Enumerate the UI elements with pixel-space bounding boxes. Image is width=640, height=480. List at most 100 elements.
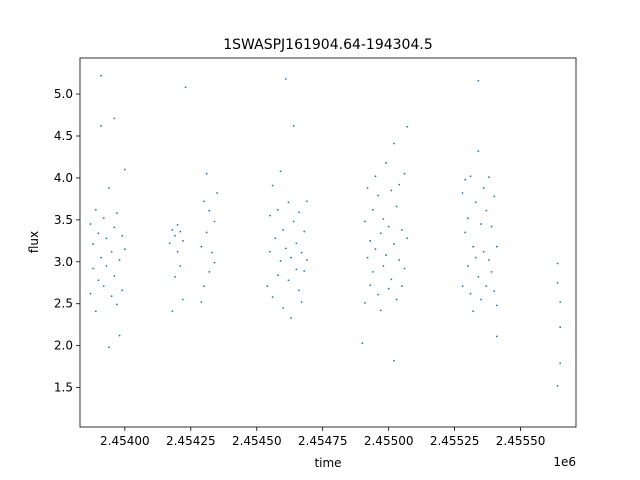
data-point bbox=[102, 217, 105, 220]
data-point bbox=[366, 187, 369, 189]
chart-title: 1SWASPJ161904.64-194304.5 bbox=[223, 37, 432, 53]
data-point bbox=[490, 225, 493, 228]
data-point bbox=[559, 362, 562, 365]
data-point bbox=[171, 310, 174, 313]
data-point bbox=[94, 208, 97, 211]
data-point bbox=[472, 310, 475, 313]
data-point bbox=[369, 284, 372, 287]
data-point bbox=[271, 184, 274, 187]
data-point bbox=[371, 208, 374, 211]
y-tick-label: 2.5 bbox=[54, 297, 73, 311]
data-point bbox=[385, 161, 387, 164]
data-point bbox=[292, 220, 295, 223]
data-point bbox=[556, 262, 559, 265]
data-point bbox=[495, 304, 498, 307]
data-point bbox=[216, 192, 219, 194]
plot-frame bbox=[79, 57, 577, 428]
data-point bbox=[298, 289, 300, 292]
scatter-points bbox=[89, 74, 562, 387]
data-point bbox=[493, 290, 496, 293]
data-point bbox=[174, 234, 176, 237]
data-point bbox=[213, 261, 216, 264]
data-point bbox=[303, 230, 306, 233]
data-point bbox=[379, 232, 382, 235]
data-point bbox=[284, 247, 287, 250]
data-point bbox=[387, 225, 390, 228]
data-point bbox=[485, 285, 488, 288]
data-point bbox=[379, 309, 382, 312]
data-point bbox=[92, 267, 95, 270]
data-point bbox=[393, 243, 395, 246]
data-point bbox=[559, 326, 562, 329]
x-axis: 2.45400 2.45425 2.45450 2.45475 2.45500 2.455… bbox=[100, 427, 545, 448]
data-point bbox=[266, 285, 269, 288]
data-point bbox=[102, 285, 105, 288]
data-point bbox=[89, 292, 92, 295]
x-tick-label: 2.45475 bbox=[298, 434, 348, 448]
data-point bbox=[279, 260, 282, 262]
data-point bbox=[168, 242, 171, 245]
data-point bbox=[374, 175, 377, 178]
data-point bbox=[282, 229, 285, 231]
y-tick-label: 4.0 bbox=[54, 171, 73, 185]
data-point bbox=[369, 239, 372, 242]
data-point bbox=[276, 208, 279, 211]
data-point bbox=[108, 346, 110, 349]
data-point bbox=[116, 303, 118, 306]
data-point bbox=[469, 292, 472, 295]
data-point bbox=[474, 201, 477, 204]
x-tick-label: 2.45500 bbox=[364, 434, 414, 448]
y-tick-label: 5.0 bbox=[54, 87, 73, 101]
data-point bbox=[290, 256, 292, 259]
data-point bbox=[179, 265, 182, 267]
data-point bbox=[477, 275, 480, 278]
data-point bbox=[105, 265, 108, 267]
data-point bbox=[374, 248, 377, 251]
x-axis-label: time bbox=[314, 456, 341, 470]
data-point bbox=[482, 250, 485, 253]
data-point bbox=[298, 211, 300, 214]
data-point bbox=[461, 285, 464, 288]
data-point bbox=[464, 231, 467, 234]
data-point bbox=[400, 229, 403, 231]
data-point bbox=[287, 201, 290, 204]
data-point bbox=[559, 301, 562, 303]
data-point bbox=[213, 220, 216, 223]
y-tick-label: 3.5 bbox=[54, 213, 73, 227]
data-point bbox=[174, 275, 176, 278]
data-point bbox=[110, 250, 113, 253]
data-point bbox=[105, 237, 108, 240]
data-point bbox=[121, 289, 124, 292]
data-point bbox=[176, 223, 179, 226]
y-tick-label: 1.5 bbox=[54, 381, 73, 395]
data-point bbox=[477, 79, 480, 82]
y-tick-label: 3.0 bbox=[54, 255, 73, 269]
y-tick-label: 4.5 bbox=[54, 129, 73, 143]
data-point bbox=[466, 265, 469, 267]
data-point bbox=[100, 74, 103, 77]
data-point bbox=[118, 259, 121, 262]
data-point bbox=[480, 223, 482, 225]
data-point bbox=[364, 301, 366, 304]
data-point bbox=[200, 301, 203, 303]
data-point bbox=[385, 254, 387, 256]
data-point bbox=[480, 298, 482, 301]
data-point bbox=[295, 268, 298, 271]
data-point bbox=[279, 170, 282, 173]
data-point bbox=[284, 78, 287, 80]
data-point bbox=[382, 265, 385, 267]
data-point bbox=[184, 86, 187, 89]
data-point bbox=[203, 285, 205, 288]
data-point bbox=[110, 295, 113, 298]
x-tick-label: 2.45450 bbox=[232, 434, 282, 448]
data-point bbox=[290, 317, 292, 319]
data-point bbox=[403, 172, 406, 175]
data-point bbox=[305, 200, 308, 203]
data-point bbox=[181, 298, 184, 301]
data-point bbox=[393, 142, 395, 145]
data-point bbox=[493, 195, 496, 198]
data-point bbox=[123, 248, 126, 251]
data-point bbox=[400, 285, 403, 288]
data-point bbox=[100, 256, 103, 259]
data-point bbox=[303, 270, 306, 272]
